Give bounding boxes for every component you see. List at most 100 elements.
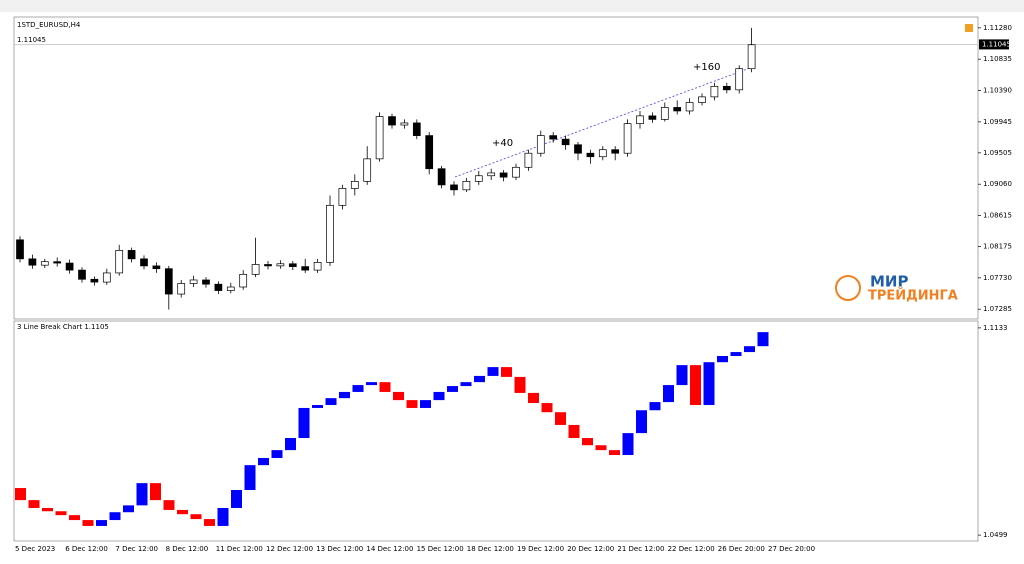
alert-icon[interactable] — [965, 24, 973, 32]
candle-body — [40, 261, 49, 266]
y-tick-label: 1.09505 — [983, 149, 1012, 157]
candle-body — [660, 107, 669, 120]
candle-body — [574, 144, 582, 154]
candle-body — [388, 116, 396, 126]
y-tick-label: 1.1133 — [983, 324, 1008, 332]
y-tick-label: 1.08175 — [983, 243, 1012, 251]
brick — [757, 332, 769, 347]
x-tick-label: 18 Dec 12:00 — [467, 545, 514, 553]
candle-body — [462, 181, 471, 191]
symbol-title: 1STD_EURUSD,H4 — [17, 21, 81, 29]
candle-body — [499, 172, 508, 178]
price-pane — [13, 16, 979, 320]
brick — [82, 520, 94, 526]
candle-body — [698, 96, 706, 103]
brick — [231, 489, 242, 508]
brick — [717, 355, 728, 363]
brick — [487, 367, 499, 376]
candle-body — [363, 158, 372, 182]
brick — [555, 412, 566, 425]
linebreak-pane — [13, 320, 979, 542]
candle-body — [127, 250, 136, 260]
candle-body — [276, 263, 285, 267]
brick — [136, 483, 148, 506]
candle-body — [747, 44, 756, 70]
candle-body — [598, 149, 607, 158]
candle-body — [722, 85, 731, 91]
brick — [501, 367, 512, 377]
candle-body — [16, 239, 24, 260]
brick — [690, 365, 701, 406]
brick — [204, 519, 215, 526]
candle-body — [685, 102, 694, 112]
x-tick-label: 12 Dec 12:00 — [266, 545, 313, 553]
brick — [177, 509, 188, 515]
candle-body — [437, 168, 446, 186]
brick — [622, 433, 634, 456]
x-tick-label: 21 Dec 12:00 — [617, 545, 664, 553]
y-tick-label: 1.10390 — [983, 87, 1012, 95]
candle-body — [611, 149, 620, 154]
candle-body — [177, 283, 186, 295]
y-tick-label: 1.07285 — [983, 305, 1012, 313]
brick — [636, 410, 647, 434]
candle-body — [202, 279, 210, 285]
brick — [163, 500, 175, 510]
y-tick-label: 1.07730 — [983, 274, 1012, 282]
candle-body — [251, 264, 260, 275]
candle-body — [288, 263, 297, 267]
x-tick-label: 7 Dec 12:00 — [115, 545, 158, 553]
brick — [96, 520, 107, 526]
candle-body — [350, 181, 359, 189]
brick — [730, 352, 742, 356]
watermark: МИР ТРЕЙДИНГА — [835, 273, 958, 304]
x-tick-label: 20 Dec 12:00 — [567, 545, 614, 553]
brick — [285, 438, 296, 451]
brick — [258, 457, 269, 466]
brick — [406, 400, 418, 408]
brick — [474, 375, 485, 383]
candle-body — [623, 123, 632, 154]
brick — [55, 511, 67, 516]
last-price-text: 1.11045 — [17, 36, 46, 44]
candle-body — [239, 273, 248, 288]
brick — [663, 385, 674, 403]
candle-body — [226, 286, 235, 291]
brick — [28, 500, 40, 508]
candle-body — [673, 107, 682, 112]
x-tick-label: 19 Dec 12:00 — [517, 545, 564, 553]
brick — [109, 512, 121, 521]
candle-body — [28, 258, 37, 266]
candle-body — [140, 258, 148, 267]
candle-body — [189, 279, 198, 284]
brick — [217, 507, 229, 526]
brick — [595, 445, 607, 451]
x-tick-label: 5 Dec 2023 — [15, 545, 55, 553]
y-tick-label: 1.10835 — [983, 55, 1012, 63]
brick — [325, 398, 337, 406]
candle-body — [78, 269, 86, 280]
logo-icon — [835, 275, 861, 301]
brick — [69, 515, 80, 521]
brick — [433, 391, 445, 401]
candle-body — [648, 115, 657, 120]
brick — [744, 346, 755, 353]
brick — [568, 424, 580, 439]
brick — [190, 514, 202, 520]
y-tick-label: 1.09945 — [983, 118, 1012, 126]
candle-body — [425, 135, 434, 170]
brick — [420, 400, 431, 408]
candle-body — [735, 68, 744, 91]
candle-body — [400, 122, 409, 126]
x-tick-label: 14 Dec 12:00 — [366, 545, 413, 553]
x-tick-label: 26 Dec 20:00 — [718, 545, 765, 553]
y-tick-label: 1.0499 — [983, 531, 1008, 539]
candle-body — [512, 166, 520, 178]
x-tick-label: 11 Dec 12:00 — [216, 545, 263, 553]
x-tick-label: 22 Dec 12:00 — [668, 545, 715, 553]
x-tick-label: 15 Dec 12:00 — [417, 545, 464, 553]
brick — [447, 386, 458, 392]
candle-body — [536, 135, 545, 154]
annotation: +40 — [492, 138, 513, 149]
